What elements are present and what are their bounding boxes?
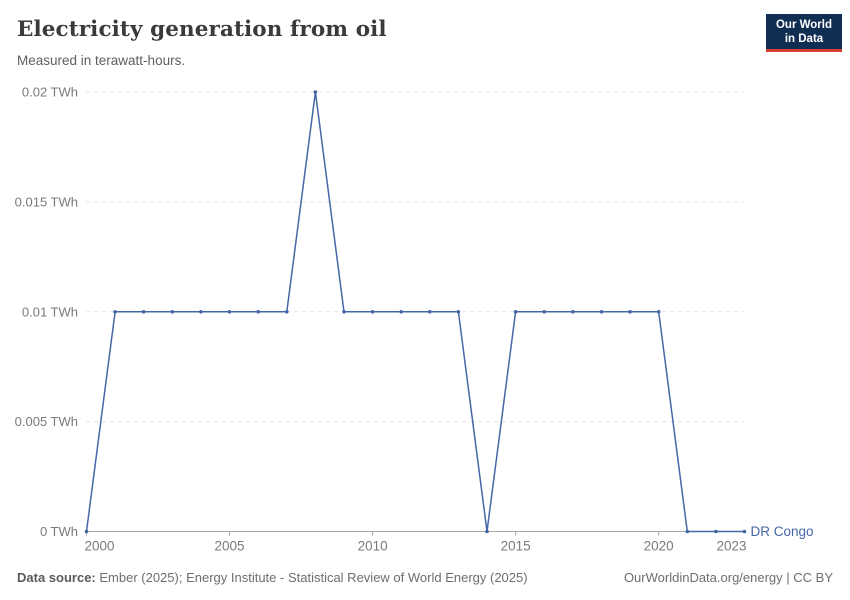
data-point[interactable] (170, 310, 175, 314)
data-point[interactable] (199, 310, 203, 314)
x-tick-label: 2020 (644, 539, 674, 554)
data-point[interactable] (714, 529, 718, 534)
x-tick-label: 2005 (215, 539, 245, 554)
data-point[interactable] (456, 310, 461, 314)
data-point[interactable] (342, 310, 346, 314)
data-point[interactable] (742, 529, 747, 534)
data-point[interactable] (571, 310, 575, 314)
footer-link[interactable]: OurWorldinData.org/energy | CC BY (623, 570, 833, 585)
x-tick-label: 2010 (358, 539, 388, 554)
data-point[interactable] (313, 90, 318, 94)
page-title: Electricity generation from oil (17, 17, 387, 42)
data-point[interactable] (628, 310, 632, 314)
data-point[interactable] (370, 310, 375, 314)
data-point[interactable] (141, 310, 146, 314)
data-point[interactable] (513, 310, 518, 314)
y-tick-label: 0 TWh (40, 524, 78, 539)
x-tick-label: 2000 (85, 539, 115, 554)
x-tick-label: 2023 (716, 539, 746, 554)
data-point[interactable] (113, 310, 117, 314)
data-point[interactable] (485, 529, 489, 534)
data-point[interactable] (399, 310, 404, 314)
data-source-note: Data source: Ember (2025); Energy Instit… (17, 570, 528, 585)
data-point[interactable] (599, 310, 604, 314)
data-source-label: Data source: (17, 570, 96, 585)
owid-logo[interactable]: Our World in Data (766, 14, 842, 53)
data-point[interactable] (285, 310, 289, 314)
data-point[interactable] (428, 310, 432, 314)
data-source-text: Ember (2025); Energy Institute - Statist… (95, 570, 528, 585)
owid-logo-line2: in Data (784, 33, 824, 46)
y-tick-label: 0.015 TWh (15, 194, 78, 209)
chart-subtitle: Measured in terawatt-hours. (17, 53, 186, 68)
owid-logo-line1: Our World (775, 19, 832, 31)
data-point[interactable] (685, 529, 690, 534)
data-point[interactable] (656, 310, 661, 314)
y-tick-label: 0.02 TWh (22, 85, 78, 100)
data-point[interactable] (84, 529, 89, 534)
x-tick-label: 2015 (501, 539, 531, 554)
data-point[interactable] (542, 310, 546, 314)
data-point[interactable] (227, 310, 232, 314)
y-tick-label: 0.01 TWh (22, 304, 78, 319)
y-tick-label: 0.005 TWh (15, 414, 78, 429)
series-entity-label[interactable]: DR Congo (751, 524, 814, 539)
data-point[interactable] (256, 310, 261, 314)
series-line[interactable] (85, 91, 745, 533)
